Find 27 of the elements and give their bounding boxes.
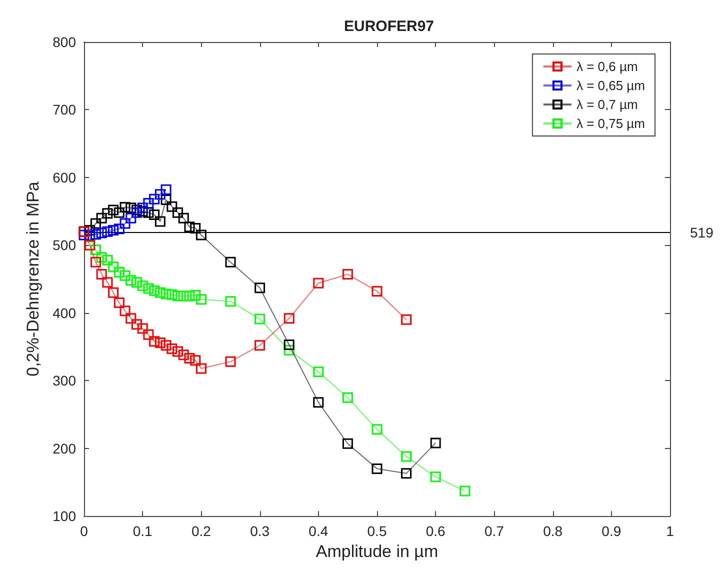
legend-label: λ = 0,6 µm <box>576 59 638 74</box>
x-tick-label: 0.9 <box>602 523 622 540</box>
x-tick-label: 0.6 <box>426 523 446 540</box>
y-tick-label: 100 <box>52 508 76 524</box>
x-tick-label: 0.3 <box>250 523 270 540</box>
x-tick-label: 0.1 <box>132 523 153 540</box>
x-tick-label: 0 <box>80 523 88 540</box>
legend-label: λ = 0,65 µm <box>576 78 646 93</box>
x-tick-label: 0.7 <box>484 523 504 540</box>
x-tick-label: 0.5 <box>367 523 387 540</box>
y-tick-label: 300 <box>52 372 76 389</box>
y-tick-label: 600 <box>52 169 76 186</box>
legend-label: λ = 0,7 µm <box>576 97 638 112</box>
y-tick-label: 800 <box>52 34 76 50</box>
legend-label: λ = 0,75 µm <box>576 116 646 131</box>
y-tick-label: 200 <box>52 440 76 456</box>
x-axis-title: Amplitude in µm <box>316 542 438 561</box>
y-tick-label: 500 <box>52 237 76 254</box>
y-tick-label: 400 <box>52 304 76 321</box>
x-tick-label: 0.8 <box>543 523 563 540</box>
y-tick-label: 700 <box>52 102 76 118</box>
x-tick-label: 0.4 <box>308 523 328 540</box>
x-tick-label: 1 <box>666 523 674 540</box>
chart-title: EUROFER97 <box>344 18 434 35</box>
ref-line-label: 519 <box>690 224 714 240</box>
y-axis-title: 0,2%-Dehngrenze in MPa <box>24 181 43 376</box>
x-tick-label: 0.2 <box>191 523 212 540</box>
